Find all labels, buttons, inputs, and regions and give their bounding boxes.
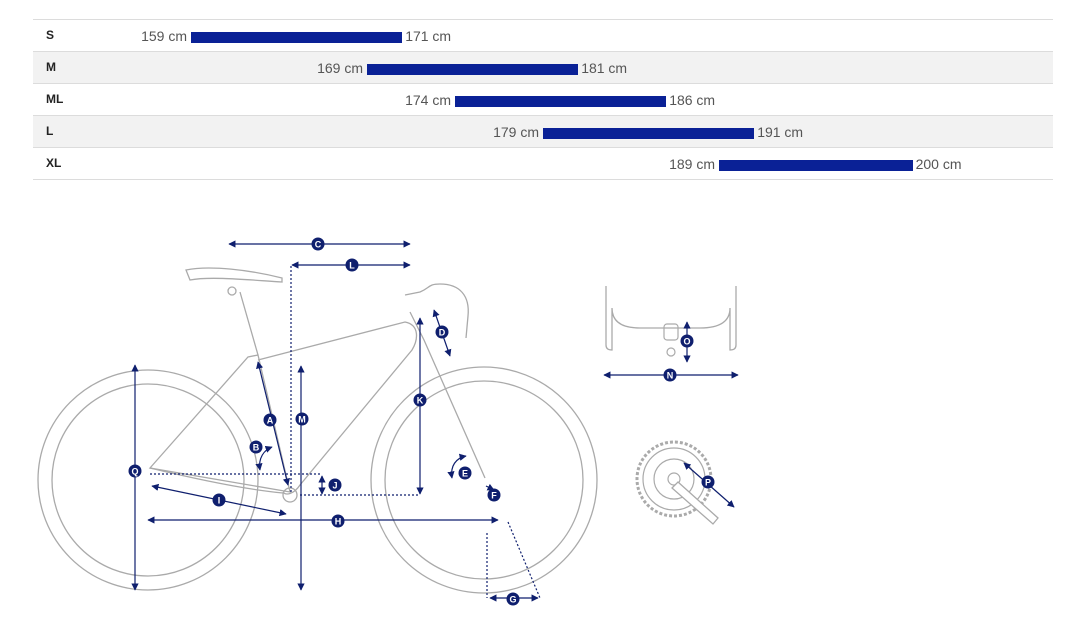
marker-a: A [263,413,277,427]
svg-text:M: M [298,415,306,425]
range-bar [543,128,755,139]
size-row-s: S 159 cm 171 cm [33,19,1053,51]
size-row-m: M 169 cm 181 cm [33,51,1053,83]
marker-e: E [458,466,472,480]
fork [409,311,486,479]
svg-text:A: A [267,416,274,426]
range-min: 179 cm [493,124,539,140]
marker-g: G [506,592,520,606]
range-max: 200 cm [915,156,962,172]
size-label: ML [46,92,64,106]
range-max: 191 cm [757,124,804,140]
svg-text:P: P [705,478,711,488]
seat-clamp [227,286,237,296]
dim-guide-g2 [507,521,541,599]
svg-text:I: I [218,496,221,506]
size-label: L [46,124,54,138]
range-bar [719,160,913,171]
front-wheel [370,366,598,594]
size-label: S [46,28,55,42]
range-min: 174 cm [405,92,451,108]
size-label: M [46,60,56,74]
range-bar [191,32,403,43]
dim-line-e [447,453,467,479]
svg-text:E: E [462,469,468,479]
bike-geometry-diagram: C L D K M A B Q E J F I H G O N P [37,237,739,606]
front-wheel-rim [384,380,584,580]
handlebar-drop [404,283,469,339]
marker-l: L [345,258,359,272]
dim-line-b [255,445,273,471]
range-min: 159 cm [141,28,187,44]
range-min: 169 cm [317,60,363,76]
measurement-lines [131,240,541,602]
range-bar [367,64,579,75]
dimension-markers: C L D K M A B Q E J F I H G O N P [128,237,715,606]
saddle [185,267,283,283]
range-max: 186 cm [669,92,716,108]
marker-c: C [311,237,325,251]
svg-text:L: L [349,261,355,271]
svg-text:K: K [417,396,424,406]
svg-text:D: D [439,328,446,338]
svg-text:F: F [491,491,497,501]
svg-text:C: C [315,240,322,250]
marker-d: D [435,325,449,339]
marker-i: I [212,493,226,507]
marker-m: M [295,412,309,426]
marker-k: K [413,393,427,407]
marker-p: P [701,475,715,489]
marker-b: B [249,440,263,454]
size-label: XL [46,156,62,170]
size-row-ml: ML 174 cm 186 cm [33,83,1053,115]
svg-text:Q: Q [131,467,138,477]
handlebar-detail [603,286,739,379]
size-chart-table: S 159 cm 171 cm M 169 cm 181 cm ML 174 c… [33,19,1053,180]
marker-o: O [680,334,694,348]
rear-wheel [37,369,259,591]
range-min: 189 cm [669,156,715,172]
marker-h: H [331,514,345,528]
size-row-xl: XL 189 cm 200 cm [33,147,1053,180]
rear-wheel-rim [51,383,245,577]
seatpost [239,291,259,356]
range-max: 171 cm [405,28,452,44]
svg-text:H: H [335,517,342,527]
svg-text:B: B [253,443,260,453]
marker-q: Q [128,464,142,478]
marker-n: N [663,368,677,382]
crankset-detail [635,440,735,525]
bicycle-outline [37,267,598,594]
svg-text:J: J [332,481,337,491]
main-triangle [257,321,418,495]
range-bar [455,96,667,107]
marker-f: F [487,488,501,502]
svg-text:N: N [667,371,674,381]
svg-text:O: O [683,337,690,347]
range-max: 181 cm [581,60,628,76]
marker-j: J [328,478,342,492]
svg-text:G: G [509,595,516,605]
size-row-l: L 179 cm 191 cm [33,115,1053,147]
